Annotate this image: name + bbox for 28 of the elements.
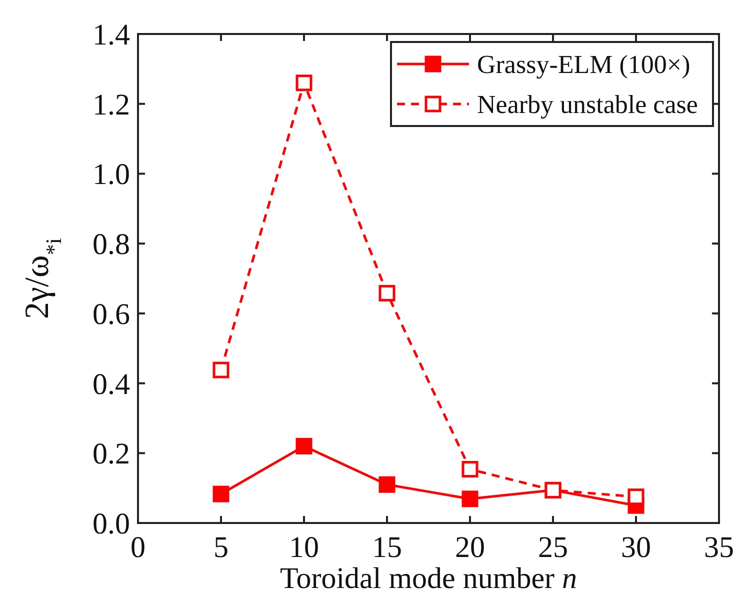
point <box>462 490 478 508</box>
y-tick-label: 0.6 <box>92 298 130 331</box>
legend-label: Grassy-ELM (100×) <box>477 50 690 80</box>
x-tick-label: 15 <box>372 531 402 564</box>
x-tick-label: 30 <box>621 531 651 564</box>
x-tick-label: 10 <box>289 531 319 564</box>
y-tick-label: 0.0 <box>92 508 130 540</box>
point <box>296 74 312 92</box>
x-tick-label: 35 <box>704 531 734 564</box>
x-tick-label: 0 <box>130 531 146 564</box>
y-tick-label: 1.2 <box>92 88 130 122</box>
y-tick-label: 1.4 <box>92 18 130 52</box>
x-axis-title: Toroidal mode number n <box>280 562 577 595</box>
point <box>462 460 478 478</box>
point <box>296 438 312 454</box>
point <box>628 488 644 506</box>
y-tick-label: 0.2 <box>92 438 130 471</box>
y-tick-label: 1.0 <box>92 158 130 192</box>
x-tick-label: 20 <box>455 531 485 564</box>
legend-label: Nearby unstable case <box>477 90 698 120</box>
point <box>378 284 396 302</box>
point <box>212 362 230 378</box>
point <box>212 486 230 502</box>
x-tick-label: 25 <box>538 531 568 564</box>
point <box>378 476 396 493</box>
y-tick-label: 0.8 <box>92 228 130 262</box>
x-tick-label: 5 <box>214 531 228 564</box>
y-tick-label: 0.4 <box>92 368 130 401</box>
